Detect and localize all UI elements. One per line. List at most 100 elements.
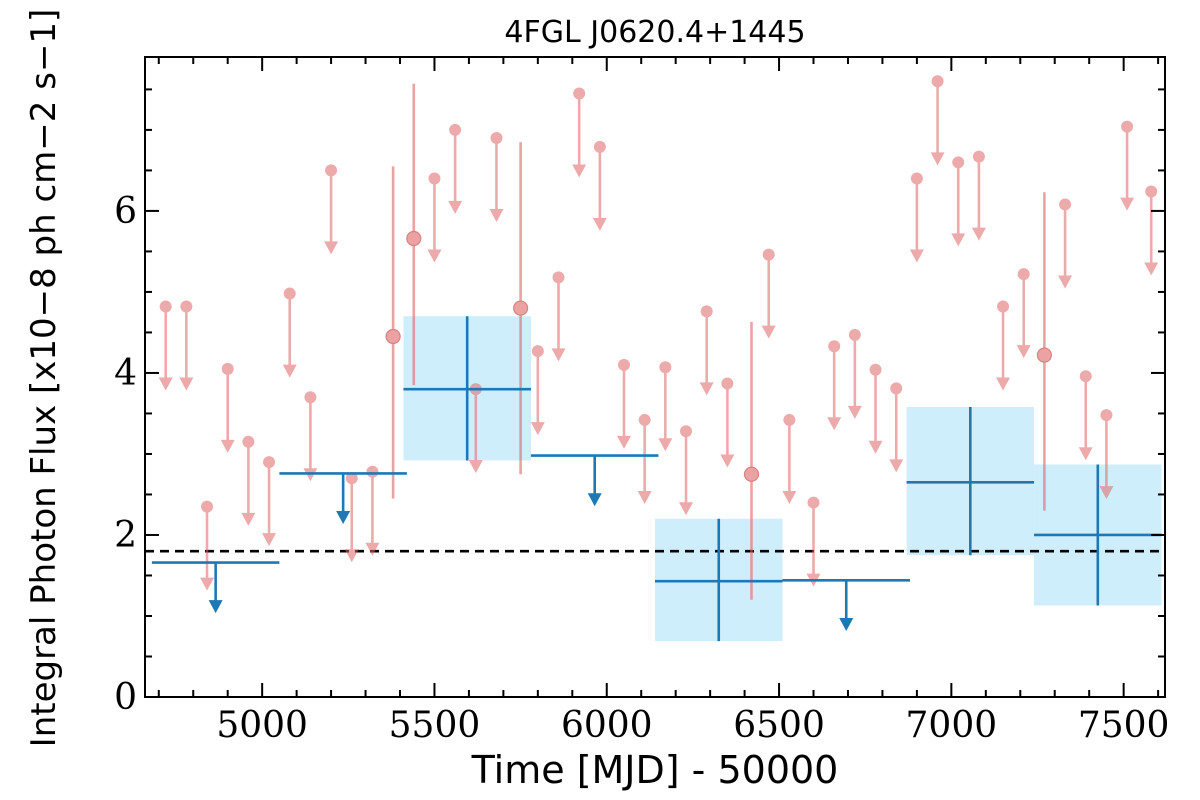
short-bin-point [593,140,606,153]
chart-title: 4FGL J0620.4+1445 [504,15,805,50]
short-bin-point [680,425,693,438]
short-bin-upper-limit [720,377,735,468]
short-bin-upper-limit [158,300,173,391]
long-bin-upper-limit [530,454,659,507]
short-bin-upper-limit [616,358,631,449]
short-bin-arrow-head [592,217,607,231]
long-bin-upper-limit [782,579,910,631]
short-bin-upper-limit [1120,120,1135,211]
short-bin-arrow-head [1016,345,1031,359]
y-axis-label: Integral Photon Flux [x10−8 ph cm−2 s−1] [24,9,64,748]
short-bin-point [1100,409,1113,422]
short-bin-point [325,164,338,177]
short-bin-point [952,156,965,169]
short-bin-point [848,328,861,341]
short-bin-upper-limit [262,456,277,547]
short-bin-arrow-head [637,490,652,504]
short-bin-arrow-head [179,377,194,391]
short-bin-upper-limit [889,382,904,473]
short-bin-arrow-head [782,490,797,504]
short-bins-layer [158,75,1159,600]
short-bin-upper-limit [344,472,359,563]
short-bin-point [700,305,713,318]
short-bin-detection [1036,192,1052,511]
short-bin-point [721,377,734,390]
short-bin-point [659,361,672,374]
short-bin-upper-limit [909,172,924,263]
short-bin-upper-limit [996,300,1011,391]
short-bin-point [1017,268,1030,281]
short-bin-point [449,123,462,136]
ticks-layer: 5000 5500 6000 6500 7000 7500 0 2 4 6 [114,57,1169,746]
short-bin-point [1121,120,1134,133]
short-bin-point [345,472,358,485]
short-bin-upper-limit [200,500,215,591]
short-bin-arrow-head [1078,447,1093,461]
axes-layer [144,56,1166,698]
short-bin-arrow-head [365,542,380,556]
short-bin-detection-point [406,230,422,247]
short-bin-point [283,287,296,300]
short-bin-upper-limit [930,75,945,166]
y-tick-label: 4 [114,353,137,394]
short-bin-upper-limit [658,361,673,452]
short-bin-upper-limit [572,87,587,178]
long-bin-detection [1034,464,1162,606]
long-bin-upper-limit [279,472,407,525]
short-bin-arrow-head [889,459,904,473]
short-bin-point [869,363,882,376]
short-bin-detection [385,166,401,499]
long-bin-detection [906,406,1035,556]
short-bin-upper-limit [324,164,339,255]
short-bin-upper-limit [220,362,235,453]
short-bin-point [972,150,985,163]
short-bin-point [997,300,1010,313]
long-bin-arrow-head [587,493,602,507]
short-bin-point [428,172,441,185]
short-bin-upper-limit [782,413,797,504]
short-bin-point [201,500,214,513]
short-bin-upper-limit [1058,198,1073,289]
short-bin-arrow-head [930,152,945,166]
short-bin-upper-limit [489,132,504,223]
short-bin-point [807,496,820,509]
long-bin-upper-limit [151,561,280,614]
short-bin-arrow-head [282,364,297,378]
short-bin-arrow-head [720,454,735,468]
short-bin-arrow-head [868,440,883,454]
x-tick-label: 5500 [389,705,481,746]
short-bin-point [366,465,379,478]
short-bin-upper-limit [847,328,862,419]
short-bin-detection-point [743,466,760,482]
short-bin-upper-limit [868,363,883,454]
long-bin-detection [655,518,783,642]
short-bin-upper-limit [468,383,483,474]
short-bin-point [263,456,276,469]
short-bin-point [304,391,317,404]
long-bin-arrow-head [336,511,351,525]
short-bin-point [1145,185,1158,198]
short-bin-upper-limit [427,172,442,263]
short-bin-arrow-head [658,438,673,452]
short-bin-arrow-head [1120,197,1135,211]
x-tick-label: 6000 [561,705,653,746]
short-bin-arrow-head [551,348,566,362]
short-bin-detection [743,321,760,600]
short-bin-arrow-head [909,249,924,263]
short-bin-upper-limit [637,413,652,504]
long-bin-arrow-head [208,600,223,614]
short-bin-upper-limit [303,391,318,482]
short-bin-point [783,413,796,426]
short-bin-upper-limit [592,140,607,231]
y-tick-label: 6 [114,191,137,232]
short-bin-point [1059,198,1072,211]
short-bin-arrow-head [241,512,256,526]
long-bin-detection [403,316,531,461]
short-bin-point [762,248,775,261]
short-bin-upper-limit [827,340,842,431]
short-bin-arrow-head [324,241,339,255]
short-bin-detection-point [513,300,529,316]
short-bin-arrow-head [679,502,694,516]
short-bin-upper-limit [699,305,714,396]
